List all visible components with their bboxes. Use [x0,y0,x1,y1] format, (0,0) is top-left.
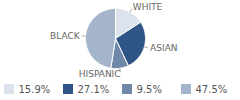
svg-text:WHITE: WHITE [133,2,163,12]
svg-text:BLACK: BLACK [50,31,81,41]
svg-text:9.5%: 9.5% [137,84,162,95]
svg-text:ASIAN: ASIAN [150,43,177,53]
svg-text:15.9%: 15.9% [19,84,51,95]
svg-text:HISPANIC: HISPANIC [79,69,121,79]
svg-text:47.5%: 47.5% [196,84,228,95]
svg-text:27.1%: 27.1% [78,84,110,95]
